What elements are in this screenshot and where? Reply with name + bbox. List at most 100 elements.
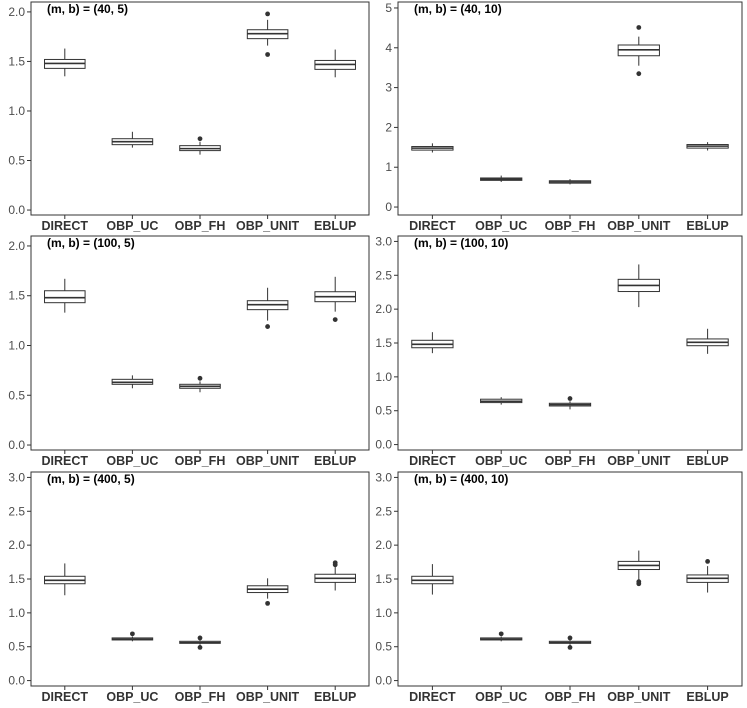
y-tick-label: 0.5 (375, 404, 392, 418)
y-tick-label: 0.0 (375, 674, 392, 688)
box-obp-unit (617, 25, 660, 77)
x-tick-label: DIRECT (42, 219, 89, 233)
y-tick-label: 1.0 (8, 104, 25, 118)
outlier-point (197, 644, 203, 650)
panel-title: (m, b) = (400, 10) (414, 472, 508, 486)
panel-title: (m, b) = (100, 10) (414, 236, 508, 250)
box-obp-unit (617, 264, 660, 308)
x-tick-label: DIRECT (42, 454, 89, 468)
y-tick-label: 0.0 (8, 674, 25, 688)
x-tick-label: EBLUP (314, 690, 356, 704)
box-obp-uc (480, 175, 523, 182)
outlier-point (636, 25, 642, 30)
y-tick-label: 0.5 (8, 640, 25, 654)
outlier-point (265, 600, 270, 606)
box-obp-uc (111, 131, 154, 148)
y-tick-label: 2.0 (8, 239, 25, 253)
box-obp-fh (179, 375, 221, 393)
box-obp-fh (179, 635, 221, 650)
y-tick-label: 0.5 (375, 640, 392, 654)
x-tick-label: OBP_FH (545, 690, 596, 704)
y-tick-label: 1.5 (375, 336, 392, 350)
x-tick-label: OBP_UNIT (607, 454, 671, 468)
y-tick-label: 2.5 (375, 268, 392, 282)
y-tick-label: 1.0 (375, 370, 392, 384)
y-tick-label: 2.0 (375, 538, 392, 552)
y-tick-label: 1.0 (375, 606, 392, 620)
box-obp-fh (548, 396, 592, 410)
x-tick-label: OBP_UC (475, 454, 527, 468)
outlier-point (197, 375, 203, 381)
y-tick-label: 1 (385, 160, 392, 174)
outlier-point (332, 562, 338, 568)
y-tick-label: 0.5 (8, 154, 25, 168)
box-obp-uc (480, 397, 523, 405)
outlier-point (498, 631, 504, 637)
outlier-point (265, 52, 270, 57)
y-tick-label: 2 (385, 120, 392, 134)
panel-5: 0.0 0.5 1.0 1.5 2.0 2.5 3.0 DIRECT OBP_UC OBP_FH O… (8, 470, 370, 704)
box-obp-uc (111, 631, 154, 642)
box-obp-fh (548, 179, 592, 185)
panel-border (397, 1, 743, 216)
y-tick-label: 4 (385, 41, 392, 55)
y-tick-label: 2.0 (8, 5, 25, 19)
box-eblup (686, 328, 729, 354)
box-obp-unit (246, 11, 289, 57)
panel-4: 0.0 0.5 1.0 1.5 2.0 2.5 3.0 DIRECT OBP_UC OBP_FH O… (375, 234, 743, 468)
panel-6: 0.0 0.5 1.0 1.5 2.0 2.5 3.0 DIRECT OBP_UC OBP_FH O… (375, 470, 743, 704)
y-tick-label: 0 (385, 200, 392, 214)
y-tick-label: 3 (385, 81, 392, 95)
y-tick-label: 3.0 (375, 234, 392, 248)
x-tick-label: DIRECT (409, 219, 456, 233)
y-tick-label: 1.0 (8, 338, 25, 352)
x-tick-label: DIRECT (42, 690, 89, 704)
x-tick-label: OBP_FH (175, 219, 226, 233)
box-direct (411, 564, 454, 595)
x-tick-label: OBP_UC (475, 219, 527, 233)
x-tick-label: OBP_UC (106, 454, 158, 468)
box-direct (44, 48, 86, 77)
outlier-point (265, 324, 270, 329)
box-eblup (686, 142, 729, 151)
panel-border (30, 235, 370, 451)
y-tick-label: 1.5 (8, 54, 25, 68)
y-tick-label: 0.0 (8, 438, 25, 452)
outlier-point (567, 635, 573, 641)
outlier-point (567, 396, 573, 401)
box-direct (44, 563, 86, 596)
y-tick-label: 1.5 (375, 572, 392, 586)
y-tick-label: 0.0 (8, 203, 25, 217)
panel-2: 0 1 2 3 4 5 DIRECT OBP_UC OBP_FH OBP_UNIT EBLUP (m,… (385, 1, 743, 233)
x-tick-label: EBLUP (686, 690, 728, 704)
outlier-point (130, 631, 135, 637)
panel-border (30, 471, 370, 687)
outlier-point (636, 581, 642, 587)
outlier-point (705, 558, 710, 564)
y-tick-label: 2.5 (375, 504, 392, 518)
panel-border (30, 1, 370, 216)
box-eblup (314, 276, 356, 323)
x-tick-label: OBP_UC (106, 219, 158, 233)
x-tick-label: OBP_FH (545, 219, 596, 233)
panel-border (397, 235, 743, 451)
x-tick-label: DIRECT (409, 690, 456, 704)
y-tick-label: 0.5 (8, 388, 25, 402)
x-tick-label: OBP_FH (175, 690, 226, 704)
box-obp-uc (111, 375, 154, 389)
x-tick-label: OBP_UNIT (607, 219, 671, 233)
y-tick-label: 2.0 (8, 538, 25, 552)
x-tick-label: OBP_UC (475, 690, 527, 704)
x-tick-label: DIRECT (409, 454, 456, 468)
x-tick-label: EBLUP (314, 219, 356, 233)
panel-title: (m, b) = (40, 10) (414, 2, 502, 16)
box-eblup (314, 49, 356, 78)
x-tick-label: EBLUP (686, 219, 728, 233)
x-tick-label: EBLUP (686, 454, 728, 468)
outlier-point (197, 635, 203, 641)
box-direct (411, 143, 454, 153)
x-tick-label: OBP_FH (545, 454, 596, 468)
outlier-point (265, 11, 270, 17)
x-tick-label: OBP_UNIT (607, 690, 671, 704)
box-eblup (314, 560, 356, 591)
